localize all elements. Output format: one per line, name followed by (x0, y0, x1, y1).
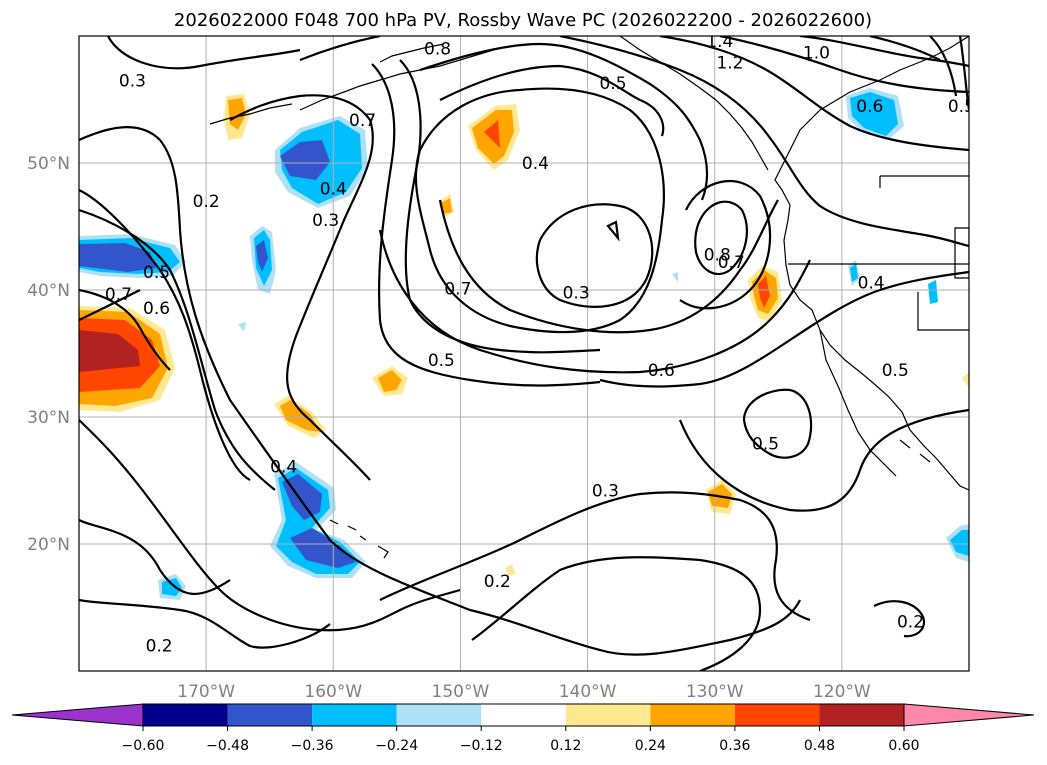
colorbar-frame (142, 703, 905, 727)
colorbar-tick-label: 0.24 (635, 738, 666, 754)
longitude-labels: 170°W 160°W 150°W 140°W 130°W 120°W (177, 682, 871, 702)
colorbar-swatch (650, 704, 735, 726)
contour-label: 0.5 (882, 361, 909, 381)
colorbar-tick-label: −0.36 (291, 738, 334, 754)
contour-label: 1.4 (706, 32, 733, 52)
contour-label: 0.3 (592, 482, 619, 502)
latitude-labels: 20°N 30°N 40°N 50°N (27, 154, 70, 555)
lon-tick-label: 130°W (686, 682, 744, 702)
lat-tick-label: 50°N (27, 154, 70, 174)
contour-label: 0.3 (119, 71, 146, 91)
colorbar-swatch (143, 704, 228, 726)
lon-tick-label: 150°W (432, 682, 490, 702)
colorbar-tick-label: −0.24 (375, 738, 418, 754)
contour-label: 0.6 (648, 361, 675, 381)
colorbar-swatch (734, 704, 820, 726)
colorbar-swatch (396, 704, 482, 726)
contour-label: 0.5 (752, 435, 779, 455)
colorbar-tick-label: −0.12 (460, 738, 503, 754)
contour-label: 0.2 (897, 612, 924, 632)
lat-tick-label: 30°N (27, 408, 70, 428)
lon-tick-label: 140°W (559, 682, 617, 702)
lon-tick-label: 120°W (813, 682, 871, 702)
lon-tick-label: 160°W (304, 682, 362, 702)
contour-label: 0.2 (193, 192, 220, 212)
contour-label: 0.6 (143, 299, 170, 319)
colorbar-tick-label: −0.48 (206, 738, 249, 754)
contour-label: 0.5 (599, 74, 626, 94)
contour-label: 0.6 (856, 97, 883, 117)
colorbar-tick-label: −0.60 (122, 738, 165, 754)
colorbar-swatch (565, 704, 651, 726)
lat-tick-label: 20°N (27, 535, 70, 555)
contour-label: 0.7 (718, 253, 745, 273)
colorbar-swatch (227, 704, 313, 726)
contour-labels: 0.30.20.40.30.70.80.50.70.60.70.50.40.30… (105, 32, 975, 657)
contour-label: 0.4 (522, 154, 549, 174)
contour-label: 0.7 (444, 280, 471, 300)
map-frame (78, 35, 970, 672)
colorbar-extend-high (903, 703, 1035, 727)
contour-label: 0.7 (105, 285, 132, 305)
contour-label: 0.3 (563, 284, 590, 304)
contour-label: 0.3 (312, 211, 339, 231)
colorbar-tick-label: 0.12 (550, 738, 581, 754)
contour-label: 0.2 (146, 637, 173, 657)
colorbar-extend-low (11, 703, 144, 727)
map-background (79, 36, 969, 671)
map-gridlines (79, 36, 969, 671)
contour-label: 1.2 (716, 54, 743, 74)
chart-title: 2026022000 F048 700 hPa PV, Rossby Wave … (174, 10, 872, 31)
contour-label: 0.4 (320, 179, 347, 199)
contour-label: 0.8 (704, 245, 731, 265)
colorbar-tick-label: 0.48 (804, 738, 835, 754)
contour-label: 0.5 (143, 263, 170, 283)
colorbar-swatch (481, 704, 566, 726)
contour-label: 0.7 (349, 111, 376, 131)
colorbar-swatch (819, 704, 904, 726)
contour-label: 0.8 (424, 40, 451, 60)
pv-contours (79, 36, 969, 671)
colorbar-swatch (312, 704, 397, 726)
contour-label: 0.2 (484, 572, 511, 592)
colorbar-tick-label: 0.60 (888, 738, 919, 754)
lon-tick-label: 170°W (177, 682, 235, 702)
contour-label: 0.5 (948, 97, 975, 117)
contour-label: 1.0 (803, 44, 830, 64)
coastlines (209, 36, 969, 559)
contour-label: 0.5 (428, 351, 455, 371)
colorbar: −0.60 −0.48 −0.36 −0.24 −0.12 0.12 0.24 0.36 0.4… (11, 703, 1035, 754)
lat-tick-label: 40°N (27, 281, 70, 301)
contour-label: 0.4 (858, 273, 885, 293)
contour-label: 0.4 (270, 458, 297, 478)
colorbar-tick-label: 0.36 (719, 738, 750, 754)
